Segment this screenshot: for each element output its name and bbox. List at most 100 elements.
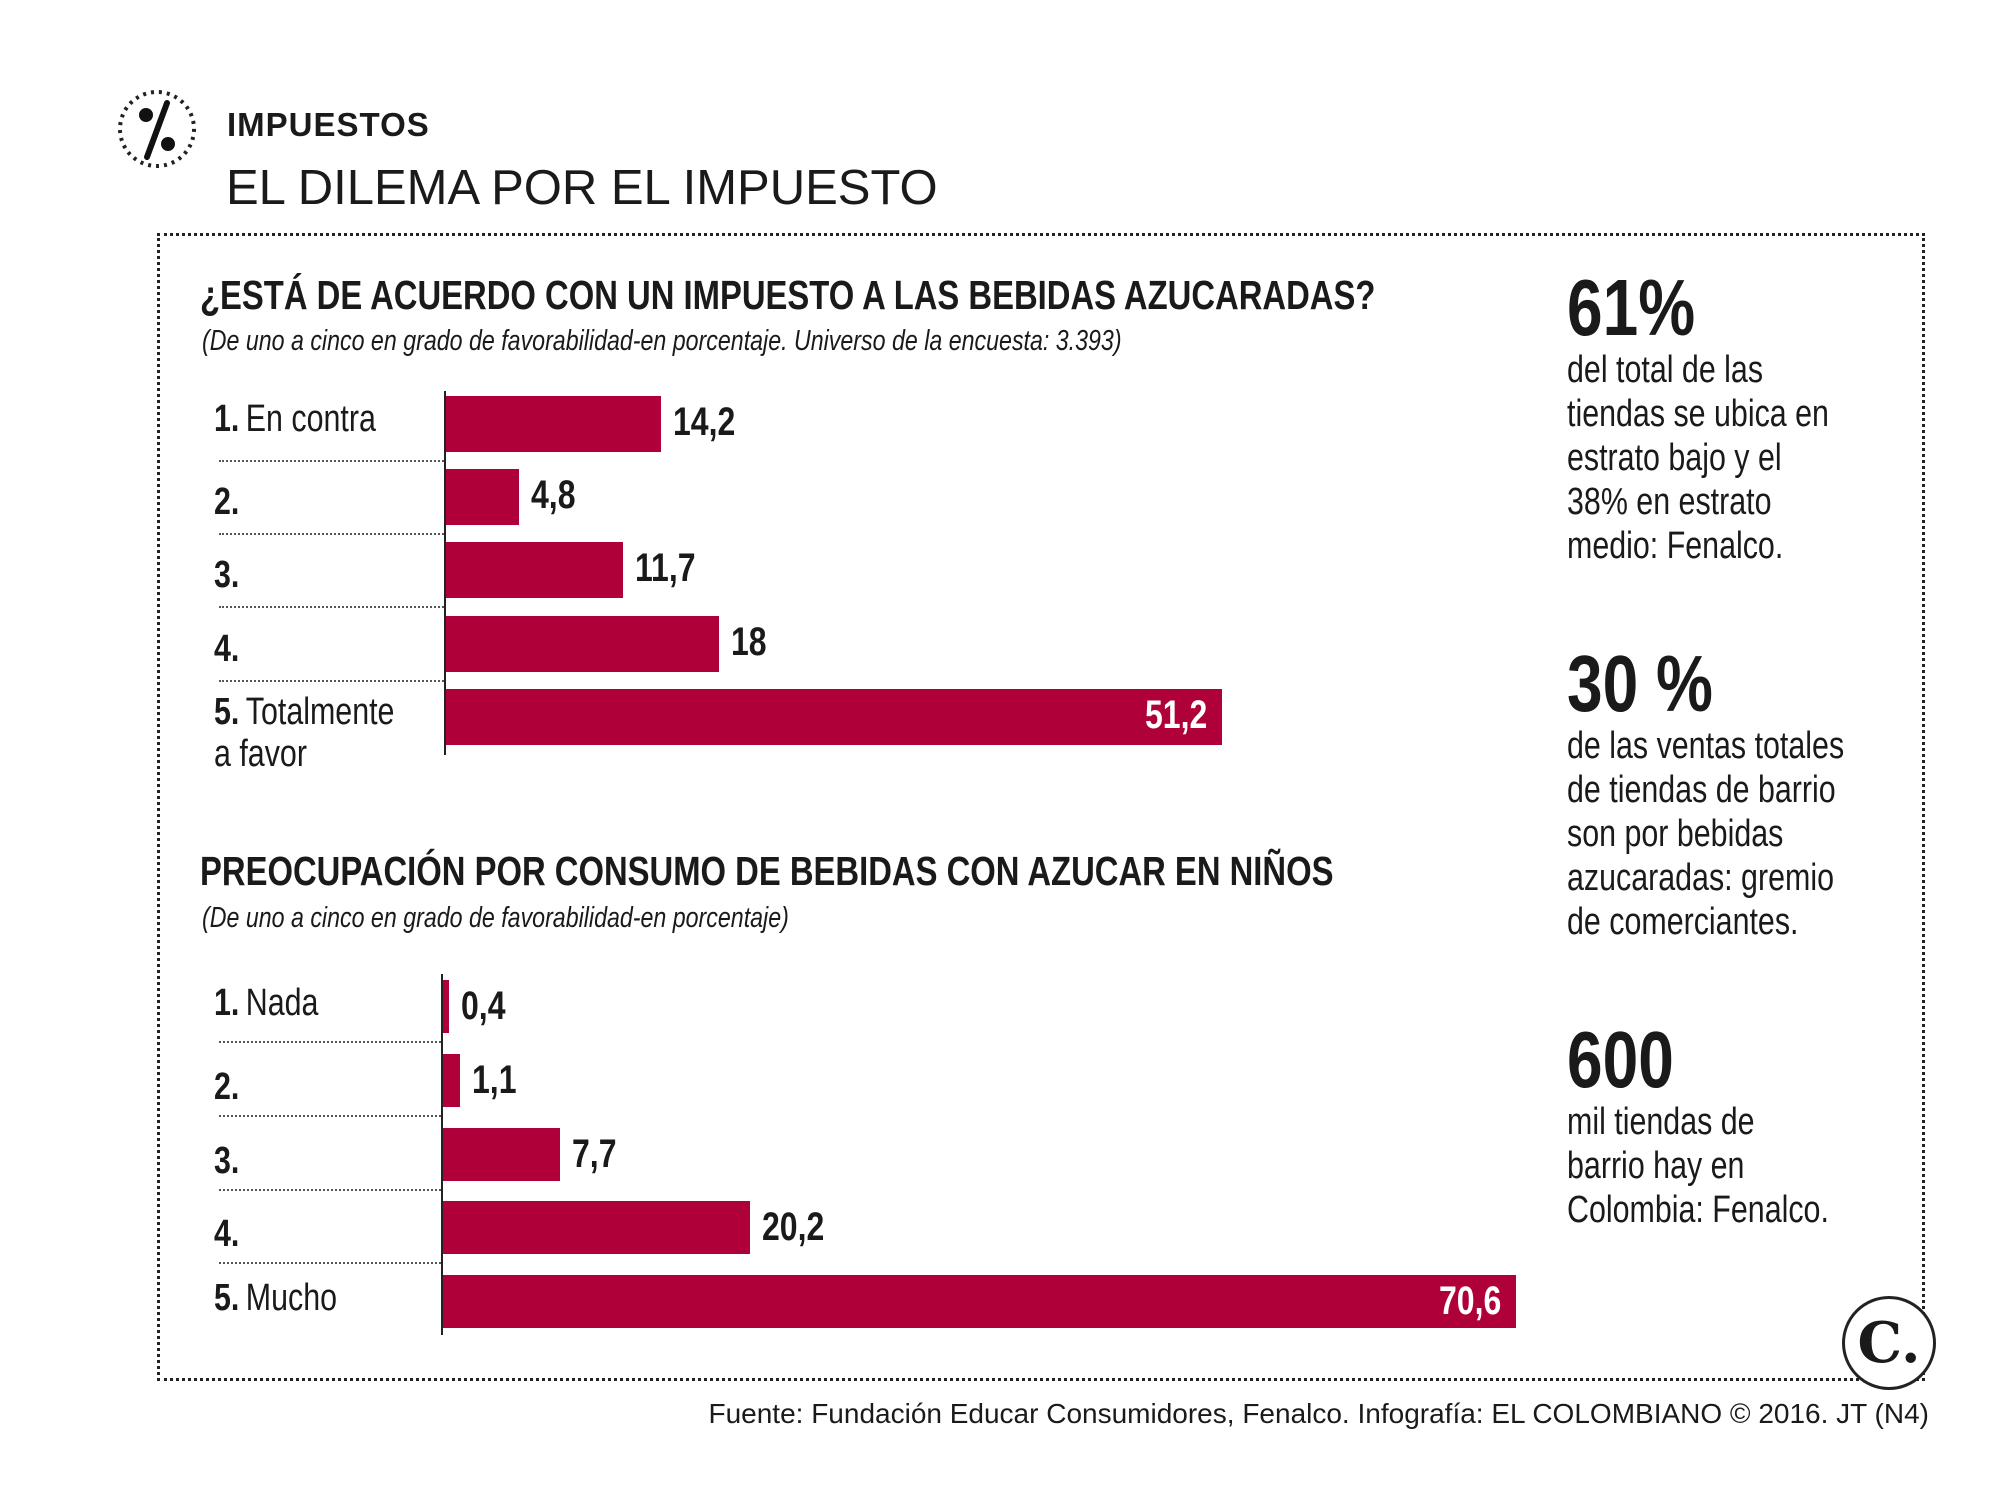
y-axis-line <box>444 391 446 755</box>
fact-line: azucaradas: gremio <box>1567 856 1913 900</box>
category-label: 3. <box>214 554 254 596</box>
page-title: EL DILEMA POR EL IMPUESTO <box>226 161 938 215</box>
fact-line-text: de tiendas de barrio <box>1567 769 1836 811</box>
category-text: 2. <box>214 481 246 523</box>
row-separator <box>219 679 444 682</box>
row-separator <box>219 460 444 462</box>
category-name: En contra <box>245 398 376 440</box>
category-number: 5. <box>214 1277 240 1320</box>
row-separator <box>219 1114 441 1117</box>
value-label: 14,2 <box>673 400 751 445</box>
value-label: 70,6 <box>1439 1279 1517 1324</box>
fact-2-number: 30 % <box>1567 639 1713 728</box>
fact-line-text: 38% en estrato <box>1567 481 1772 523</box>
fact-2: 30 % de las ventas totales de tiendas de … <box>1567 644 1913 944</box>
value-label-text: 0,4 <box>461 984 506 1028</box>
bar <box>443 1127 561 1181</box>
fact-line: medio: Fenalco. <box>1567 524 1894 568</box>
category-label: 4. <box>214 628 254 670</box>
category-label: 3. <box>214 1140 254 1182</box>
fact-line-text: de las ventas totales <box>1567 725 1845 767</box>
chart2-title: PREOCUPACIÓN POR CONSUMO DE BEBIDAS CON … <box>200 848 1334 894</box>
fact-line: son por bebidas <box>1567 812 1913 856</box>
fact-line-text: son por bebidas <box>1567 813 1784 855</box>
value-label: 51,2 <box>1145 693 1223 738</box>
category-name: Totalmente <box>245 690 395 733</box>
category-label: 4. <box>214 1213 254 1255</box>
category-label: 2. <box>214 481 254 523</box>
category-number: 4. <box>214 1213 240 1256</box>
bar <box>446 396 662 452</box>
bar <box>443 980 450 1033</box>
fact-line: de las ventas totales <box>1567 724 1913 768</box>
category-label: 1. Nada <box>214 982 345 1024</box>
category-number: 3. <box>214 1139 240 1182</box>
category-number: 1. <box>214 398 240 440</box>
category-text: 4. <box>214 628 246 670</box>
category-text: 4. <box>214 1213 246 1255</box>
row-separator <box>219 1262 441 1265</box>
bar <box>446 469 519 526</box>
fact-line-text: de comerciantes. <box>1567 901 1799 943</box>
category-name-line2: a favor <box>214 732 307 775</box>
chart1-subtitle: (De uno a cinco en grado de favorabilida… <box>202 325 1122 357</box>
category-number: 5. <box>214 690 240 733</box>
bar <box>443 1201 751 1255</box>
value-label-text: 14,2 <box>673 400 736 444</box>
category-label: 5. Totalmente a favor <box>214 691 440 775</box>
category-text: 1. Nada <box>214 982 318 1024</box>
fact-line-text: mil tiendas de <box>1567 1101 1755 1143</box>
fact-line-text: barrio hay en <box>1567 1145 1745 1187</box>
fact-line-text: tiendas se ubica en <box>1567 393 1829 435</box>
percent-icon <box>118 90 196 168</box>
fact-line-text: medio: Fenalco. <box>1567 525 1784 567</box>
y-axis-line <box>441 974 443 1335</box>
fact-line: 38% en estrato <box>1567 480 1894 524</box>
fact-line-text: estrato bajo y el <box>1567 437 1782 479</box>
row-separator <box>219 1041 441 1043</box>
fact-line: barrio hay en <box>1567 1144 1894 1188</box>
fact-line: mil tiendas de <box>1567 1100 1894 1144</box>
category-number: 4. <box>214 627 240 670</box>
category-text: 5. Mucho <box>214 1277 337 1319</box>
category-label: 1. En contra <box>214 398 416 440</box>
category-number: 2. <box>214 481 240 524</box>
fact-1: 61% del total de las tiendas se ubica en e… <box>1567 268 1894 568</box>
category-text: 3. <box>214 554 246 596</box>
value-label: 0,4 <box>461 984 517 1029</box>
fact-line-text: del total de las <box>1567 349 1764 391</box>
dotted-frame <box>157 233 1925 1381</box>
bar <box>446 688 1222 745</box>
fact-line-text: azucaradas: gremio <box>1567 857 1834 899</box>
value-label: 11,7 <box>635 546 711 591</box>
category-text: 5. Totalmente a favor <box>214 691 394 775</box>
row-separator <box>219 1188 441 1191</box>
fact-line: tiendas se ubica en <box>1567 392 1894 436</box>
fact-line-text: Colombia: Fenalco. <box>1567 1189 1829 1231</box>
fact-line: Colombia: Fenalco. <box>1567 1188 1894 1232</box>
category-text: 2. <box>214 1066 246 1108</box>
fact-1-number: 61% <box>1567 263 1696 352</box>
category-name: Mucho <box>245 1277 338 1320</box>
category-label: 2. <box>214 1066 254 1108</box>
category-label: 5. Mucho <box>214 1277 368 1319</box>
value-label: 1,1 <box>472 1058 528 1103</box>
value-label-text: 7,7 <box>572 1131 617 1176</box>
bar <box>446 542 624 599</box>
value-label: 18 <box>731 620 776 665</box>
fact-line: del total de las <box>1567 348 1894 392</box>
category-name: Nada <box>245 982 319 1024</box>
fact-3-number: 600 <box>1567 1015 1674 1104</box>
value-label-text: 20,2 <box>762 1205 825 1250</box>
bar <box>443 1275 1517 1329</box>
category-number: 3. <box>214 554 240 597</box>
fact-3: 600 mil tiendas de barrio hay en Colombia:… <box>1567 1020 1894 1232</box>
el-colombiano-logo: C. <box>1842 1296 1936 1390</box>
category-text: 1. En contra <box>214 398 376 440</box>
fact-line: estrato bajo y el <box>1567 436 1894 480</box>
bar <box>443 1053 460 1107</box>
value-label-text: 1,1 <box>471 1057 517 1102</box>
category-text: 3. <box>214 1140 246 1182</box>
category-number: 2. <box>214 1065 240 1108</box>
fact-line: de comerciantes. <box>1567 900 1913 944</box>
